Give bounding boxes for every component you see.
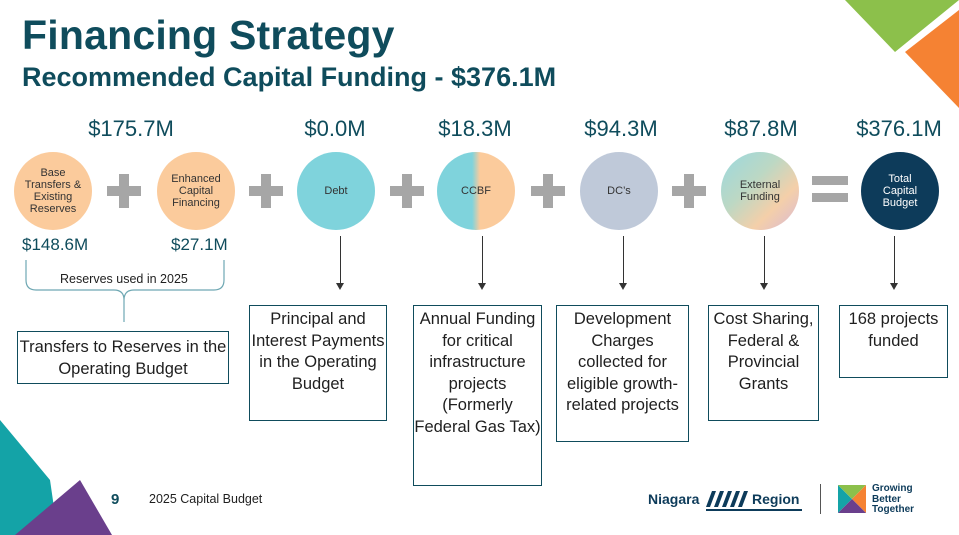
amount-ccbf: $18.3M — [438, 116, 512, 141]
box-ccbf: Annual Funding for critical infrastructu… — [413, 305, 542, 486]
circle-ccbf: CCBF — [437, 152, 515, 230]
page-number: 9 — [111, 491, 120, 508]
reserves-brace — [25, 260, 225, 322]
amount-dcs: $94.3M — [584, 116, 658, 141]
plus-icon — [107, 174, 141, 208]
circle-enhanced-label: Enhanced Capital Financing — [171, 173, 221, 209]
corner-decoration-top-right — [845, 0, 959, 108]
circle-enhanced-financing: Enhanced Capital Financing — [157, 152, 235, 230]
circle-external-label: External Funding — [739, 179, 781, 203]
arrow-head-icon — [478, 283, 486, 290]
arrow-head-icon — [890, 283, 898, 290]
circle-external-funding: External Funding — [721, 152, 799, 230]
box-reserves: Transfers to Reserves in the Operating B… — [17, 331, 229, 384]
plus-icon — [531, 174, 565, 208]
circle-total-capital-budget: Total Capital Budget — [861, 152, 939, 230]
plus-icon — [672, 174, 706, 208]
equals-icon-bottom — [812, 193, 848, 202]
footer-divider — [820, 484, 821, 514]
circle-debt-label: Debt — [324, 185, 348, 197]
box-external: Cost Sharing, Federal & Provincial Grant… — [708, 305, 819, 421]
circle-ccbf-label: CCBF — [461, 185, 491, 197]
page-subtitle: Recommended Capital Funding - $376.1M — [22, 62, 557, 92]
corner-decoration-bottom-left — [0, 420, 112, 535]
growing-better-together-logo: Growing Better Together — [838, 483, 948, 516]
page-title: Financing Strategy — [22, 12, 395, 58]
circle-base-label: Base Transfers & Existing Reserves — [24, 167, 82, 215]
gbt-logo-icon — [838, 485, 866, 513]
amount-external: $87.8M — [724, 116, 798, 141]
footer-label: 2025 Capital Budget — [149, 492, 263, 506]
arrow-debt — [340, 236, 341, 284]
niagara-falls-icon — [706, 491, 748, 507]
box-dcs: Development Charges collected for eligib… — [556, 305, 689, 442]
circle-base-transfers: Base Transfers & Existing Reserves — [14, 152, 92, 230]
amount-total: $376.1M — [856, 116, 942, 141]
arrow-ccbf — [482, 236, 483, 284]
arrow-head-icon — [336, 283, 344, 290]
circle-dcs: DC’s — [580, 152, 658, 230]
niagara-region-logo: Niagara Region — [648, 485, 802, 513]
arrow-head-icon — [619, 283, 627, 290]
reserves-note: Reserves used in 2025 — [58, 272, 190, 286]
circle-total-label: Total Capital Budget — [882, 173, 918, 209]
arrow-dcs — [623, 236, 624, 284]
sub-amount-enhanced: $27.1M — [171, 235, 228, 254]
amount-reserves: $175.7M — [88, 116, 174, 141]
arrow-total — [894, 236, 895, 284]
plus-icon — [390, 174, 424, 208]
equals-icon-top — [812, 176, 848, 185]
arrow-head-icon — [760, 283, 768, 290]
circle-dcs-label: DC’s — [607, 185, 631, 197]
plus-icon — [249, 174, 283, 208]
arrow-external — [764, 236, 765, 284]
circle-debt: Debt — [297, 152, 375, 230]
amount-debt: $0.0M — [304, 116, 366, 141]
box-debt: Principal and Interest Payments in the O… — [249, 305, 387, 421]
box-total: 168 projects funded — [839, 305, 948, 378]
sub-amount-base: $148.6M — [22, 235, 89, 254]
